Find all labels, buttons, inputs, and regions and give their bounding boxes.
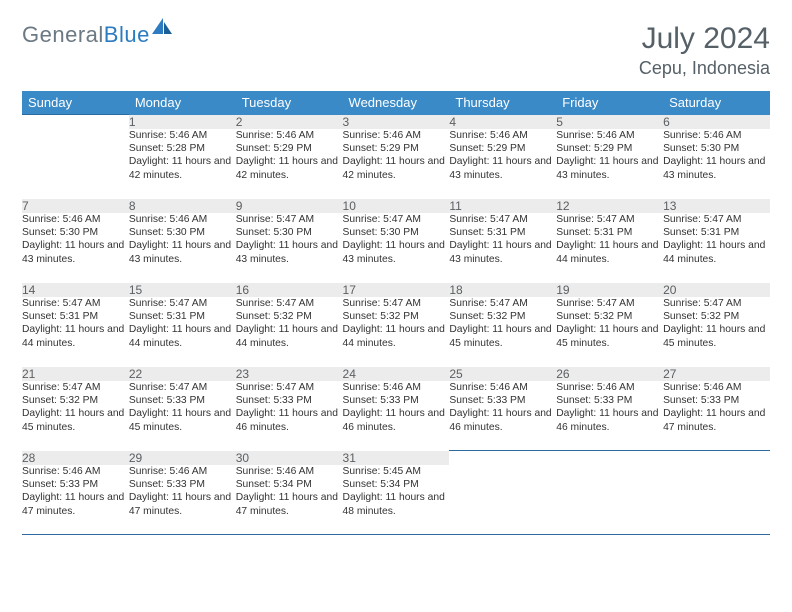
content-row: Sunrise: 5:46 AMSunset: 5:33 PMDaylight:… <box>22 465 770 535</box>
day-header: Monday <box>129 91 236 115</box>
day-number-cell: 28 <box>22 451 129 465</box>
day-header: Friday <box>556 91 663 115</box>
day-content-cell <box>556 465 663 535</box>
day-content-cell: Sunrise: 5:47 AMSunset: 5:32 PMDaylight:… <box>663 297 770 367</box>
day-number-cell: 20 <box>663 283 770 297</box>
logo: GeneralBlue <box>22 22 174 48</box>
content-row: Sunrise: 5:47 AMSunset: 5:32 PMDaylight:… <box>22 381 770 451</box>
day-content-cell: Sunrise: 5:46 AMSunset: 5:33 PMDaylight:… <box>556 381 663 451</box>
day-number-cell: 1 <box>129 115 236 129</box>
day-content-cell: Sunrise: 5:46 AMSunset: 5:34 PMDaylight:… <box>236 465 343 535</box>
day-number-cell <box>22 115 129 129</box>
day-number-cell: 16 <box>236 283 343 297</box>
day-content-cell: Sunrise: 5:46 AMSunset: 5:33 PMDaylight:… <box>343 381 450 451</box>
day-content-cell: Sunrise: 5:47 AMSunset: 5:30 PMDaylight:… <box>343 213 450 283</box>
day-header: Tuesday <box>236 91 343 115</box>
day-content-cell: Sunrise: 5:46 AMSunset: 5:28 PMDaylight:… <box>129 129 236 199</box>
day-number-cell <box>449 451 556 465</box>
logo-text-gray: General <box>22 22 104 48</box>
title-block: July 2024 Cepu, Indonesia <box>639 22 770 79</box>
day-number-cell: 26 <box>556 367 663 381</box>
calendar-body: 123456Sunrise: 5:46 AMSunset: 5:28 PMDay… <box>22 115 770 535</box>
day-content-cell: Sunrise: 5:46 AMSunset: 5:30 PMDaylight:… <box>129 213 236 283</box>
daynum-row: 123456 <box>22 115 770 129</box>
day-content-cell: Sunrise: 5:47 AMSunset: 5:31 PMDaylight:… <box>22 297 129 367</box>
day-number-cell: 25 <box>449 367 556 381</box>
day-number-cell <box>663 451 770 465</box>
day-content-cell <box>449 465 556 535</box>
day-number-cell: 10 <box>343 199 450 213</box>
day-content-cell <box>663 465 770 535</box>
day-number-cell: 24 <box>343 367 450 381</box>
day-content-cell: Sunrise: 5:46 AMSunset: 5:30 PMDaylight:… <box>22 213 129 283</box>
day-number-cell: 31 <box>343 451 450 465</box>
day-number-cell: 6 <box>663 115 770 129</box>
day-content-cell: Sunrise: 5:47 AMSunset: 5:30 PMDaylight:… <box>236 213 343 283</box>
day-number-cell: 22 <box>129 367 236 381</box>
day-content-cell: Sunrise: 5:46 AMSunset: 5:33 PMDaylight:… <box>22 465 129 535</box>
day-content-cell: Sunrise: 5:47 AMSunset: 5:31 PMDaylight:… <box>129 297 236 367</box>
day-content-cell: Sunrise: 5:47 AMSunset: 5:31 PMDaylight:… <box>556 213 663 283</box>
day-number-cell: 5 <box>556 115 663 129</box>
location-text: Cepu, Indonesia <box>639 58 770 79</box>
daynum-row: 28293031 <box>22 451 770 465</box>
day-number-cell: 18 <box>449 283 556 297</box>
day-content-cell: Sunrise: 5:46 AMSunset: 5:29 PMDaylight:… <box>556 129 663 199</box>
day-content-cell: Sunrise: 5:47 AMSunset: 5:31 PMDaylight:… <box>449 213 556 283</box>
day-content-cell: Sunrise: 5:47 AMSunset: 5:32 PMDaylight:… <box>22 381 129 451</box>
day-number-cell: 4 <box>449 115 556 129</box>
day-content-cell: Sunrise: 5:47 AMSunset: 5:31 PMDaylight:… <box>663 213 770 283</box>
day-number-cell <box>556 451 663 465</box>
day-header: Thursday <box>449 91 556 115</box>
day-number-cell: 29 <box>129 451 236 465</box>
header: GeneralBlue July 2024 Cepu, Indonesia <box>22 22 770 79</box>
day-number-cell: 17 <box>343 283 450 297</box>
day-content-cell: Sunrise: 5:46 AMSunset: 5:30 PMDaylight:… <box>663 129 770 199</box>
day-content-cell: Sunrise: 5:46 AMSunset: 5:33 PMDaylight:… <box>129 465 236 535</box>
day-number-cell: 2 <box>236 115 343 129</box>
day-number-cell: 8 <box>129 199 236 213</box>
day-number-cell: 15 <box>129 283 236 297</box>
calendar-table: SundayMondayTuesdayWednesdayThursdayFrid… <box>22 91 770 535</box>
day-number-cell: 9 <box>236 199 343 213</box>
daynum-row: 78910111213 <box>22 199 770 213</box>
day-content-cell: Sunrise: 5:45 AMSunset: 5:34 PMDaylight:… <box>343 465 450 535</box>
day-number-cell: 21 <box>22 367 129 381</box>
day-content-cell: Sunrise: 5:46 AMSunset: 5:29 PMDaylight:… <box>343 129 450 199</box>
day-header: Wednesday <box>343 91 450 115</box>
day-number-cell: 11 <box>449 199 556 213</box>
day-content-cell: Sunrise: 5:47 AMSunset: 5:32 PMDaylight:… <box>556 297 663 367</box>
daynum-row: 14151617181920 <box>22 283 770 297</box>
logo-text-blue: Blue <box>104 22 150 48</box>
day-number-cell: 27 <box>663 367 770 381</box>
day-content-cell: Sunrise: 5:46 AMSunset: 5:29 PMDaylight:… <box>449 129 556 199</box>
content-row: Sunrise: 5:46 AMSunset: 5:30 PMDaylight:… <box>22 213 770 283</box>
content-row: Sunrise: 5:47 AMSunset: 5:31 PMDaylight:… <box>22 297 770 367</box>
day-number-cell: 14 <box>22 283 129 297</box>
month-title: July 2024 <box>639 22 770 56</box>
day-content-cell: Sunrise: 5:47 AMSunset: 5:33 PMDaylight:… <box>236 381 343 451</box>
day-header: Saturday <box>663 91 770 115</box>
day-number-cell: 19 <box>556 283 663 297</box>
day-number-cell: 30 <box>236 451 343 465</box>
day-content-cell: Sunrise: 5:46 AMSunset: 5:33 PMDaylight:… <box>663 381 770 451</box>
day-number-cell: 13 <box>663 199 770 213</box>
day-content-cell: Sunrise: 5:47 AMSunset: 5:32 PMDaylight:… <box>236 297 343 367</box>
day-number-cell: 7 <box>22 199 129 213</box>
day-header: Sunday <box>22 91 129 115</box>
day-number-cell: 3 <box>343 115 450 129</box>
logo-sail-icon <box>152 16 174 42</box>
day-header-row: SundayMondayTuesdayWednesdayThursdayFrid… <box>22 91 770 115</box>
daynum-row: 21222324252627 <box>22 367 770 381</box>
day-content-cell: Sunrise: 5:46 AMSunset: 5:33 PMDaylight:… <box>449 381 556 451</box>
day-content-cell: Sunrise: 5:47 AMSunset: 5:33 PMDaylight:… <box>129 381 236 451</box>
day-content-cell: Sunrise: 5:46 AMSunset: 5:29 PMDaylight:… <box>236 129 343 199</box>
day-number-cell: 23 <box>236 367 343 381</box>
content-row: Sunrise: 5:46 AMSunset: 5:28 PMDaylight:… <box>22 129 770 199</box>
calendar-page: GeneralBlue July 2024 Cepu, Indonesia Su… <box>0 0 792 535</box>
day-content-cell: Sunrise: 5:47 AMSunset: 5:32 PMDaylight:… <box>343 297 450 367</box>
day-content-cell <box>22 129 129 199</box>
day-content-cell: Sunrise: 5:47 AMSunset: 5:32 PMDaylight:… <box>449 297 556 367</box>
day-number-cell: 12 <box>556 199 663 213</box>
